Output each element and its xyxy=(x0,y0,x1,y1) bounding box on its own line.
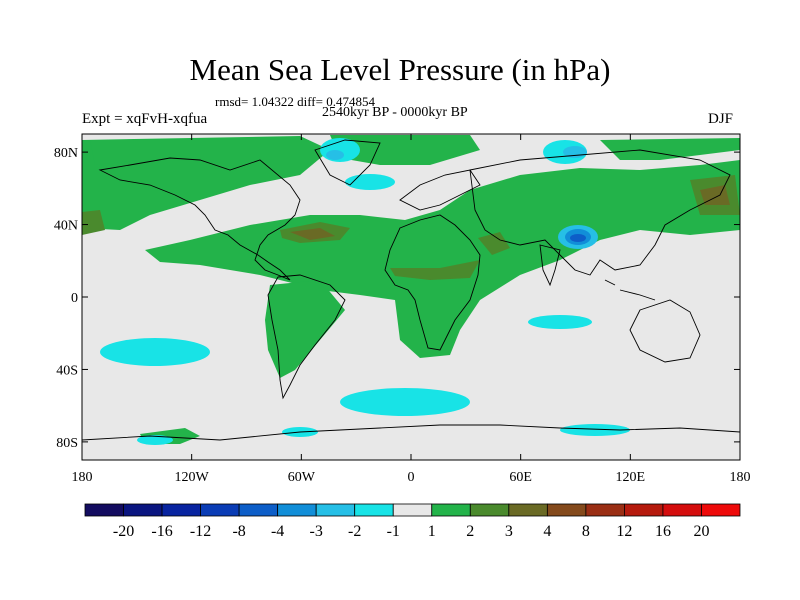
colorbar-label: 12 xyxy=(616,523,632,540)
colorbar-label: -16 xyxy=(151,523,172,540)
lat-tick-label: 0 xyxy=(71,291,78,306)
colorbar-label: -1 xyxy=(387,523,400,540)
lat-tick-label: 40N xyxy=(54,219,78,234)
coastlines xyxy=(82,139,740,441)
colorbar-swatch xyxy=(662,503,702,517)
colorbar-swatch xyxy=(508,503,548,517)
colorbar-label: -20 xyxy=(113,523,134,540)
colorbar-swatch xyxy=(546,503,587,517)
colorbar-swatch xyxy=(238,503,279,517)
colorbar-swatch xyxy=(354,503,394,517)
colorbar-swatch xyxy=(469,503,510,517)
lon-tick-label: 60W xyxy=(288,470,316,485)
colorbar-swatch xyxy=(701,503,741,517)
colorbar-label: -12 xyxy=(190,523,211,540)
lon-tick-label: 60E xyxy=(509,470,532,485)
map-title: Mean Sea Level Pressure (in hPa) xyxy=(189,52,611,87)
colorbar-label: -3 xyxy=(310,523,323,540)
anomaly-field xyxy=(82,135,740,445)
colorbar: -20 -16 -12 -8 -4 -3 -2 -1 1 2 3 4 8 12 16 20 xyxy=(84,503,741,540)
lon-tick-label: 120E xyxy=(616,470,646,485)
colorbar-label: 1 xyxy=(428,523,436,540)
colorbar-swatch xyxy=(200,503,240,517)
lon-tick-label: 180 xyxy=(730,470,751,485)
experiment-label: Expt = xqFvH-xqfua xyxy=(82,111,208,127)
colorbar-label: 3 xyxy=(505,523,513,540)
colorbar-label: 4 xyxy=(543,523,551,540)
colorbar-label: -2 xyxy=(348,523,361,540)
anomaly-level-minus-4-8 xyxy=(570,234,586,242)
colorbar-swatch xyxy=(585,503,625,517)
anomaly-level-1-2 xyxy=(82,135,740,444)
lon-tick-label: 120W xyxy=(175,470,210,485)
colorbar-label: -8 xyxy=(232,523,245,540)
colorbar-swatch xyxy=(161,503,201,517)
colorbar-label: -4 xyxy=(271,523,284,540)
lat-tick-label: 80S xyxy=(56,436,78,451)
latitude-axis: 80N 40N 0 40S 80S xyxy=(54,146,740,451)
colorbar-label: 8 xyxy=(582,523,590,540)
colorbar-label: 20 xyxy=(693,523,709,540)
season-label: DJF xyxy=(708,111,734,127)
colorbar-swatch xyxy=(277,503,317,517)
colorbar-label: 16 xyxy=(655,523,671,540)
colorbar-swatch xyxy=(624,503,664,517)
plot-area xyxy=(81,133,741,461)
colorbar-swatch xyxy=(431,503,471,517)
colorbar-swatch xyxy=(84,503,124,517)
colorbar-swatch xyxy=(392,503,433,517)
rmsd-diff-stats: rmsd= 1.04322 diff= 0.474854 xyxy=(215,94,375,109)
lon-tick-label: 180 xyxy=(72,470,93,485)
colorbar-swatch xyxy=(123,503,163,517)
time-period: 2540kyr BP - 0000kyr BP xyxy=(322,105,468,120)
lon-tick-label: 0 xyxy=(408,470,415,485)
lat-tick-label: 80N xyxy=(54,146,78,161)
longitude-axis: 180 120W 60W 0 60E 120E 180 xyxy=(72,134,751,485)
colorbar-label: 2 xyxy=(466,523,474,540)
lat-tick-label: 40S xyxy=(56,363,78,378)
colorbar-swatch xyxy=(315,503,356,517)
